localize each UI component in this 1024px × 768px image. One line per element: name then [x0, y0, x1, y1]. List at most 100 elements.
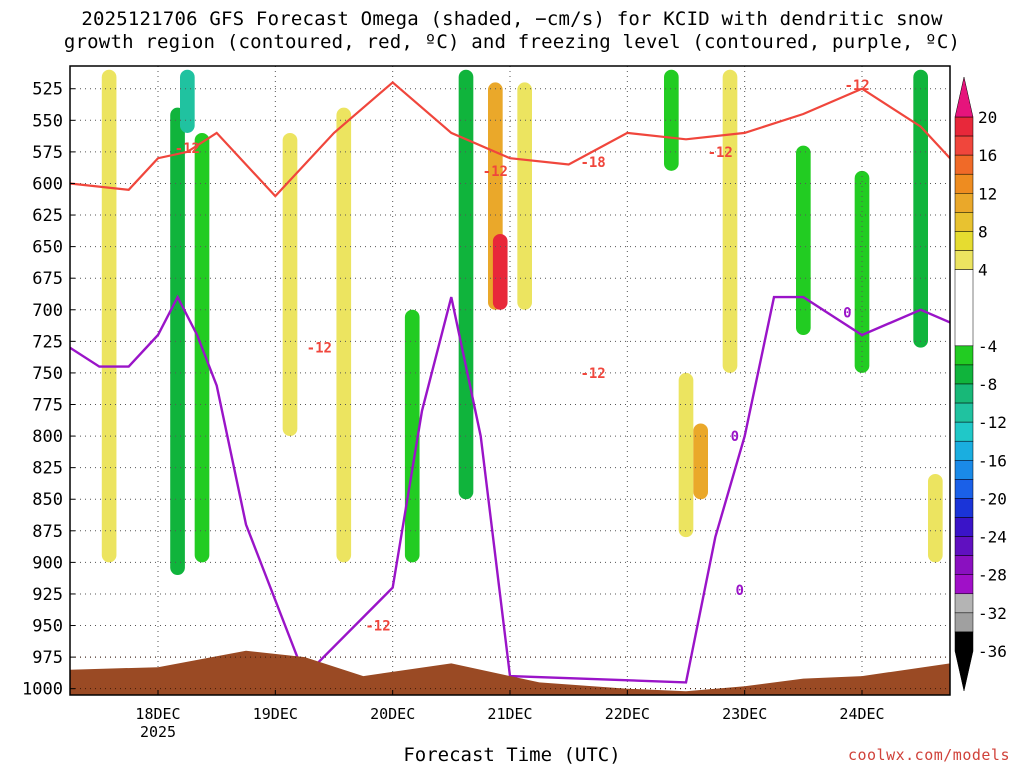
colorbar-max-arrow	[954, 76, 974, 118]
contour-label: -12	[307, 341, 332, 357]
colorbar-label: -36	[978, 642, 1007, 661]
y-tick-label: 650	[32, 238, 63, 258]
terrain-fill	[70, 650, 950, 695]
x-tick-label: 20DEC	[370, 705, 415, 723]
y-tick-label: 750	[32, 364, 63, 384]
colorbar-label: 8	[978, 222, 988, 241]
omega-cell	[664, 69, 679, 171]
colorbar-bin	[954, 555, 974, 575]
colorbar-bin	[954, 421, 974, 442]
contour-label: 0	[731, 429, 739, 445]
colorbar-bin	[954, 250, 974, 270]
colorbar-label: -12	[978, 413, 1007, 432]
y-tick-label: 825	[32, 459, 63, 479]
colorbar-bin	[954, 440, 974, 461]
y-tick-label: 675	[32, 269, 63, 289]
contour-label: 0	[736, 583, 744, 599]
omega-cell	[722, 69, 738, 373]
y-tick-label: 900	[32, 553, 63, 573]
x-axis-label: Forecast Time (UTC)	[403, 744, 621, 766]
omega-cell	[492, 233, 508, 310]
y-tick-label: 975	[32, 648, 63, 668]
contour-label: -12	[580, 366, 605, 382]
colorbar-label: 4	[978, 261, 988, 280]
contour-label: 0	[843, 305, 851, 321]
colorbar-label: -28	[978, 566, 1007, 585]
omega-cell	[170, 107, 185, 576]
chart-title-line-1: 2025121706 GFS Forecast Omega (shaded, −…	[81, 8, 943, 30]
x-tick-label: 23DEC	[722, 705, 767, 723]
colorbar-bin	[954, 593, 974, 614]
y-tick-label: 725	[32, 332, 63, 352]
contour-label: -12	[708, 145, 733, 161]
colorbar-bin	[954, 345, 974, 366]
colorbar-bin	[954, 212, 974, 232]
source-credit: coolwx.com/models	[847, 746, 1010, 764]
colorbar-bin	[954, 231, 974, 251]
x-tick-label: 18DEC	[135, 705, 180, 723]
omega-cell	[796, 145, 811, 336]
colorbar-bin	[954, 364, 974, 385]
x-tick-label: 19DEC	[253, 705, 298, 723]
colorbar-label: -20	[978, 489, 1007, 508]
x-tick-label: 24DEC	[839, 705, 884, 723]
colorbar-bin	[954, 269, 974, 347]
colorbar-bin	[954, 154, 974, 175]
y-tick-label: 525	[32, 80, 63, 100]
colorbar-bin	[954, 498, 974, 518]
omega-cell	[101, 69, 117, 563]
y-tick-label: 1000	[22, 680, 63, 700]
colorbar-label: 12	[978, 184, 997, 203]
colorbar-label: -16	[978, 451, 1007, 470]
x-tick-sublabel: 2025	[140, 723, 176, 741]
chart-title-line-2: growth region (contoured, red, ºC) and f…	[63, 31, 961, 53]
colorbar-label: -8	[978, 375, 997, 394]
x-tick-label: 21DEC	[487, 705, 532, 723]
y-tick-label: 550	[32, 111, 63, 131]
y-tick-label: 625	[32, 206, 63, 226]
colorbar-bin	[954, 402, 974, 423]
colorbar-bin	[954, 631, 974, 652]
contour-label: -12	[175, 141, 200, 157]
y-tick-label: 700	[32, 301, 63, 321]
colorbar-label: -24	[978, 528, 1007, 547]
y-tick-label: 600	[32, 174, 63, 194]
colorbar-bin	[954, 574, 974, 595]
colorbar-label: -4	[978, 337, 997, 356]
y-tick-label: 850	[32, 490, 63, 510]
freezing-level-contour	[70, 294, 950, 684]
x-tick-label: 22DEC	[605, 705, 650, 723]
colorbar-bin	[954, 116, 974, 137]
plot-frame	[69, 65, 951, 696]
omega-cell	[913, 69, 928, 348]
contour-label: -18	[580, 155, 605, 171]
colorbar-bin	[954, 612, 974, 633]
axes: 525 550 575 600 625 650 675 700 725 750 775 800 825 8…	[22, 65, 951, 741]
y-tick-label: 775	[32, 395, 63, 415]
y-tick-label: 800	[32, 427, 63, 447]
omega-cell	[282, 132, 298, 437]
omega-cell	[458, 69, 474, 500]
contour-label: -12	[844, 78, 869, 94]
y-tick-label: 875	[32, 522, 63, 542]
colorbar: 20 16 12 8 4 -4 -8 -12 -16 -20 -24 -28 -32 -36	[954, 76, 1007, 692]
colorbar-bin	[954, 517, 974, 537]
omega-cell	[678, 372, 694, 538]
contour-label: -12	[483, 164, 508, 180]
y-tick-label: 950	[32, 617, 63, 637]
contours: -12 -12 -12 -12 -18 -12 -12 -12 0 0 0	[70, 78, 950, 684]
colorbar-bin	[954, 173, 974, 194]
colorbar-label: 20	[978, 108, 997, 127]
colorbar-bin	[954, 193, 974, 213]
omega-cell	[336, 107, 352, 563]
omega-cell	[517, 82, 532, 310]
colorbar-bin	[954, 460, 974, 480]
omega-cell	[693, 423, 708, 500]
colorbar-min-arrow	[954, 650, 974, 692]
colorbar-label: -32	[978, 604, 1007, 623]
y-tick-label: 925	[32, 585, 63, 605]
omega-shading	[101, 69, 943, 576]
colorbar-bin	[954, 536, 974, 556]
colorbar-bin	[954, 135, 974, 156]
